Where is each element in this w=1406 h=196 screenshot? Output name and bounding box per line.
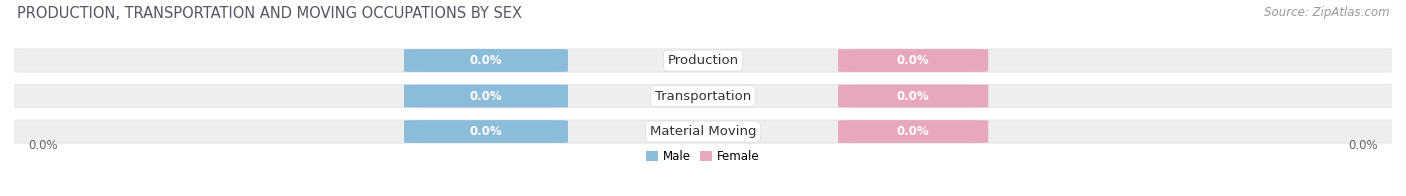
FancyBboxPatch shape [7,49,1399,72]
Text: 0.0%: 0.0% [897,90,929,103]
FancyBboxPatch shape [7,120,1399,143]
Text: 0.0%: 0.0% [897,54,929,67]
FancyBboxPatch shape [838,85,988,107]
FancyBboxPatch shape [838,120,988,143]
Text: 0.0%: 0.0% [470,54,502,67]
Text: 0.0%: 0.0% [1348,139,1378,152]
Text: Transportation: Transportation [655,90,751,103]
Text: PRODUCTION, TRANSPORTATION AND MOVING OCCUPATIONS BY SEX: PRODUCTION, TRANSPORTATION AND MOVING OC… [17,6,522,21]
Text: 0.0%: 0.0% [470,90,502,103]
Text: 0.0%: 0.0% [28,139,58,152]
FancyBboxPatch shape [838,49,988,72]
Text: Production: Production [668,54,738,67]
Text: Source: ZipAtlas.com: Source: ZipAtlas.com [1264,6,1389,19]
Text: 0.0%: 0.0% [470,125,502,138]
FancyBboxPatch shape [404,49,568,72]
FancyBboxPatch shape [7,84,1399,108]
Text: Material Moving: Material Moving [650,125,756,138]
Legend: Male, Female: Male, Female [641,145,765,167]
Text: 0.0%: 0.0% [897,125,929,138]
FancyBboxPatch shape [404,85,568,107]
FancyBboxPatch shape [404,120,568,143]
